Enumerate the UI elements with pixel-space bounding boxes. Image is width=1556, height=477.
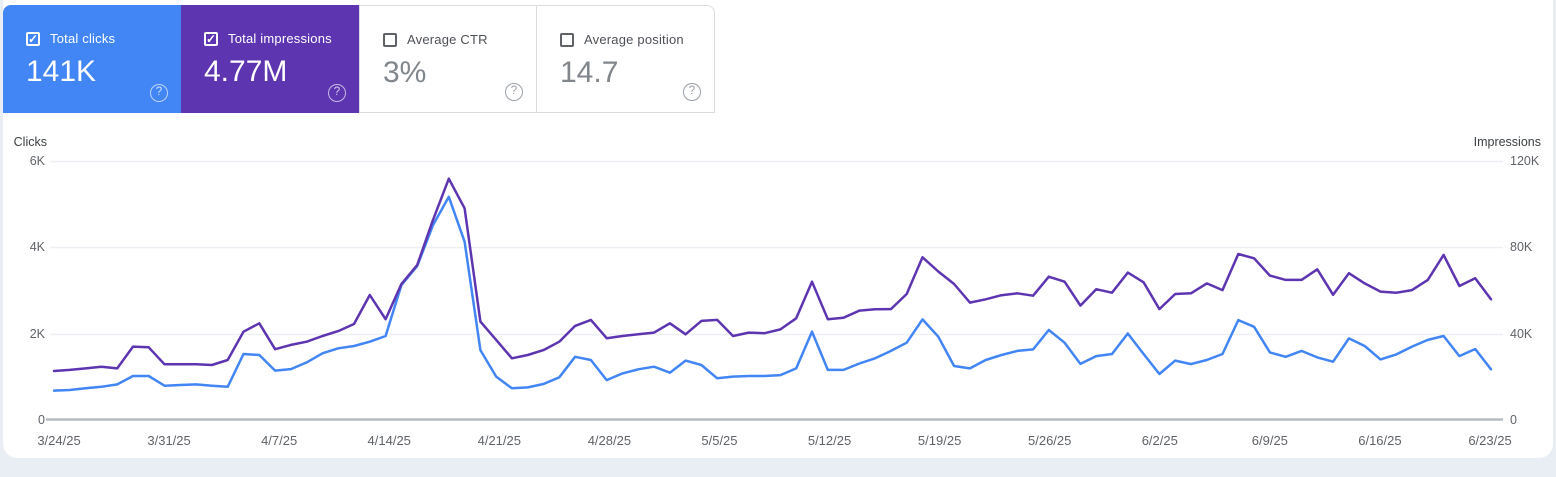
x-axis-tick-label: 6/9/25 xyxy=(1251,433,1288,448)
gridlines xyxy=(50,160,1503,336)
x-axis-tick-label: 6/2/25 xyxy=(1141,433,1178,448)
metric-card-average-ctr[interactable]: Average CTR 3% ? xyxy=(359,5,537,113)
y-axis-tick-label: 40K xyxy=(1510,327,1533,341)
x-axis-tick-label: 6/16/25 xyxy=(1358,433,1402,448)
card-label: Total clicks xyxy=(50,31,116,46)
metric-card-average-position[interactable]: Average position 14.7 ? xyxy=(537,5,715,113)
x-axis-tick-label: 4/14/25 xyxy=(367,433,411,448)
impressions-line xyxy=(52,177,1493,373)
x-axis-tick-label: 5/19/25 xyxy=(917,433,962,448)
help-icon[interactable]: ? xyxy=(683,83,701,101)
y-axis-tick-label: 0 xyxy=(1510,413,1517,427)
x-axis-tick-label: 5/12/25 xyxy=(807,433,852,448)
clicks-line xyxy=(52,195,1493,392)
performance-chart[interactable]: Clicks Impressions 6K 4K 2K 0 120K 80K 40K 0 3… xyxy=(3,0,1553,458)
x-axis-tick-label: 3/24/25 xyxy=(37,433,81,448)
checkbox-average-ctr[interactable] xyxy=(383,32,397,47)
y-axis-tick-label: 80K xyxy=(1510,240,1533,254)
x-axis-tick-label: 4/28/25 xyxy=(587,433,632,448)
impressions-axis-title: Impressions xyxy=(1473,135,1541,149)
average-position-value: 14.7 xyxy=(560,56,619,89)
y-axis-tick-label: 4K xyxy=(29,240,45,254)
card-label: Average position xyxy=(584,32,684,47)
chart-plot-area xyxy=(46,160,1503,421)
average-ctr-value: 3% xyxy=(383,56,427,89)
help-icon[interactable]: ? xyxy=(505,83,523,101)
x-axis-tick-label: 6/23/25 xyxy=(1468,433,1512,448)
total-clicks-value: 141K xyxy=(26,55,97,88)
x-axis-tick-label: 4/7/25 xyxy=(261,433,298,448)
y-axis-tick-label: 120K xyxy=(1510,154,1540,168)
y-axis-tick-label: 2K xyxy=(29,327,45,341)
metric-card-total-clicks[interactable]: Total clicks 141K ? xyxy=(3,5,181,113)
checkbox-average-position[interactable] xyxy=(560,32,574,47)
x-axis-tick-label: 4/21/25 xyxy=(477,433,521,448)
checkbox-total-impressions[interactable] xyxy=(204,31,218,46)
clicks-axis-title: Clicks xyxy=(13,135,47,149)
card-label: Total impressions xyxy=(228,31,332,46)
metric-card-total-impressions[interactable]: Total impressions 4.77M ? xyxy=(181,5,359,113)
help-icon[interactable]: ? xyxy=(328,84,346,102)
y-axis-tick-label: 0 xyxy=(38,413,45,427)
x-axis-tick-label: 3/31/25 xyxy=(147,433,191,448)
help-icon[interactable]: ? xyxy=(150,84,168,102)
x-axis-tick-label: 5/5/25 xyxy=(701,433,738,448)
card-label: Average CTR xyxy=(407,32,488,47)
x-axis-tick-label: 5/26/25 xyxy=(1028,433,1072,448)
checkbox-total-clicks[interactable] xyxy=(26,31,40,46)
metric-cards: Total clicks 141K ? Total impressions 4.… xyxy=(3,5,715,113)
performance-panel: Total clicks 141K ? Total impressions 4.… xyxy=(3,0,1553,458)
y-axis-tick-label: 6K xyxy=(29,154,45,168)
total-impressions-value: 4.77M xyxy=(204,55,288,88)
